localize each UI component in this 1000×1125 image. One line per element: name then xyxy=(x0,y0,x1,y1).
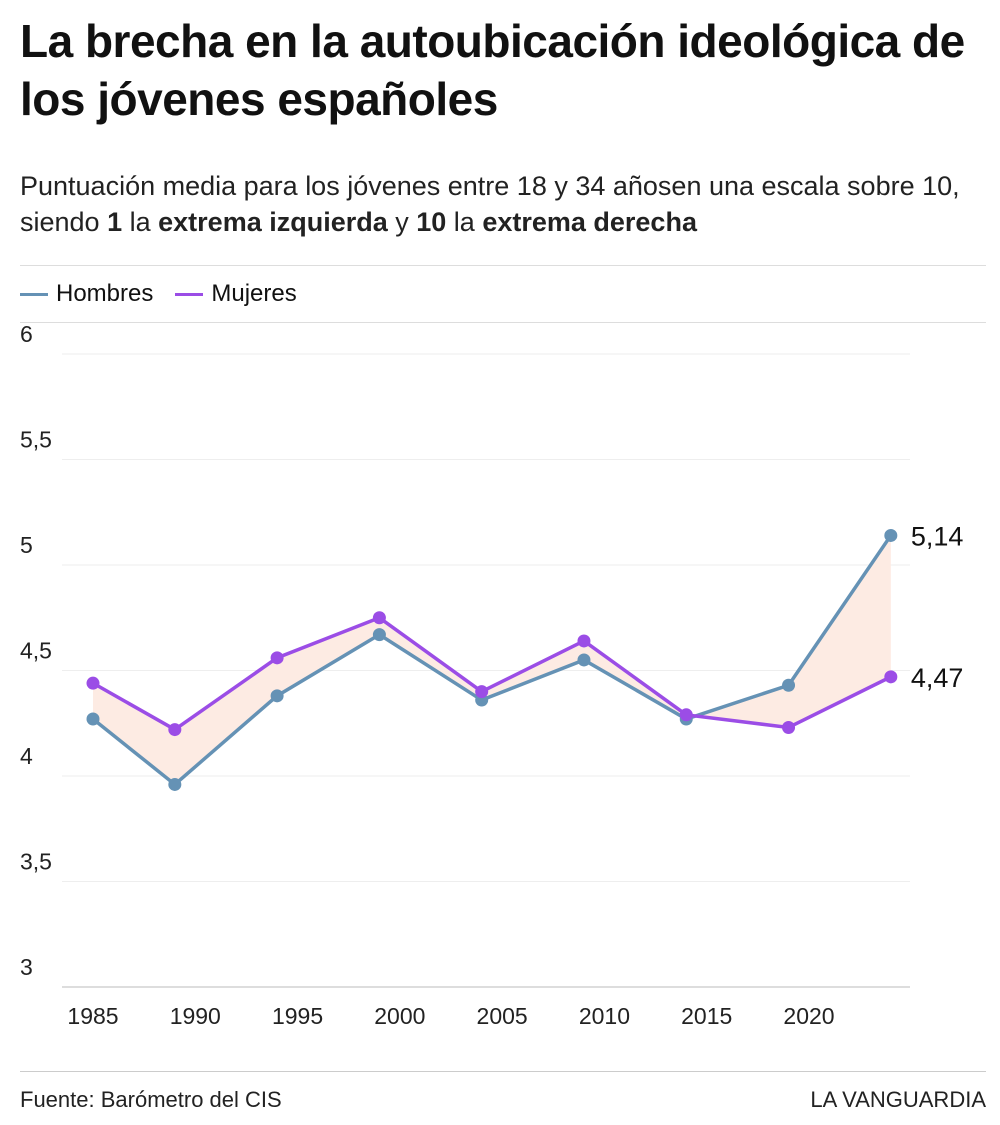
subtitle-bold: extrema derecha xyxy=(482,207,697,237)
subtitle-bold: extrema izquierda xyxy=(158,207,388,237)
data-point xyxy=(86,676,100,690)
legend: Hombres Mujeres xyxy=(20,280,297,308)
data-point xyxy=(884,528,898,542)
data-point xyxy=(372,628,386,642)
subtitle-bold: 1 xyxy=(107,207,123,237)
data-point xyxy=(168,777,182,791)
data-point xyxy=(577,634,591,648)
y-tick-label: 6 xyxy=(20,321,33,347)
x-tick-label: 2015 xyxy=(681,1003,732,1029)
divider xyxy=(20,322,986,323)
x-tick-label: 2000 xyxy=(374,1003,425,1029)
subtitle-text: la xyxy=(446,207,483,237)
data-point xyxy=(475,685,489,699)
x-tick-label: 1990 xyxy=(170,1003,221,1029)
y-tick-label: 4,5 xyxy=(20,638,52,664)
x-tick-label: 2020 xyxy=(783,1003,834,1029)
legend-item-hombres: Hombres xyxy=(20,280,153,308)
data-point xyxy=(270,651,284,665)
data-point xyxy=(782,720,796,734)
x-tick-label: 1995 xyxy=(272,1003,323,1029)
subtitle-bold: 10 xyxy=(416,207,447,237)
x-tick-label: 2010 xyxy=(579,1003,630,1029)
brand-logo: LA VANGUARDIA xyxy=(810,1087,986,1112)
data-point xyxy=(782,678,796,692)
subtitle-text: y xyxy=(387,207,417,237)
data-point xyxy=(884,670,898,684)
legend-label: Hombres xyxy=(56,280,154,307)
y-tick-label: 5,5 xyxy=(20,427,52,453)
end-label: 5,14 xyxy=(911,521,964,551)
source-note: Fuente: Barómetro del CIS xyxy=(20,1087,282,1112)
chart-title: La brecha en la autoubicación ideológica… xyxy=(20,15,965,125)
legend-label: Mujeres xyxy=(211,280,297,307)
legend-item-mujeres: Mujeres xyxy=(175,280,297,308)
chart-subtitle: Puntuación media para los jóvenes entre … xyxy=(20,168,990,240)
legend-swatch xyxy=(20,293,48,297)
y-tick-label: 5 xyxy=(20,532,33,558)
data-point xyxy=(372,611,386,625)
data-point xyxy=(679,708,693,722)
y-tick-label: 3,5 xyxy=(20,849,52,875)
divider xyxy=(20,265,986,266)
divider xyxy=(20,1071,986,1072)
data-point xyxy=(270,689,284,703)
subtitle-text: la xyxy=(122,207,159,237)
y-tick-label: 3 xyxy=(20,954,33,980)
y-tick-label: 4 xyxy=(20,743,33,769)
x-tick-label: 2005 xyxy=(477,1003,528,1029)
end-label: 4,47 xyxy=(911,663,964,693)
data-point xyxy=(86,712,100,726)
data-point xyxy=(168,723,182,737)
data-point xyxy=(577,653,591,667)
subtitle-text: Puntuación media para los jóvenes entre … xyxy=(20,171,960,237)
gap-area xyxy=(93,535,891,785)
x-tick-label: 1985 xyxy=(67,1003,118,1029)
legend-swatch xyxy=(175,293,204,297)
